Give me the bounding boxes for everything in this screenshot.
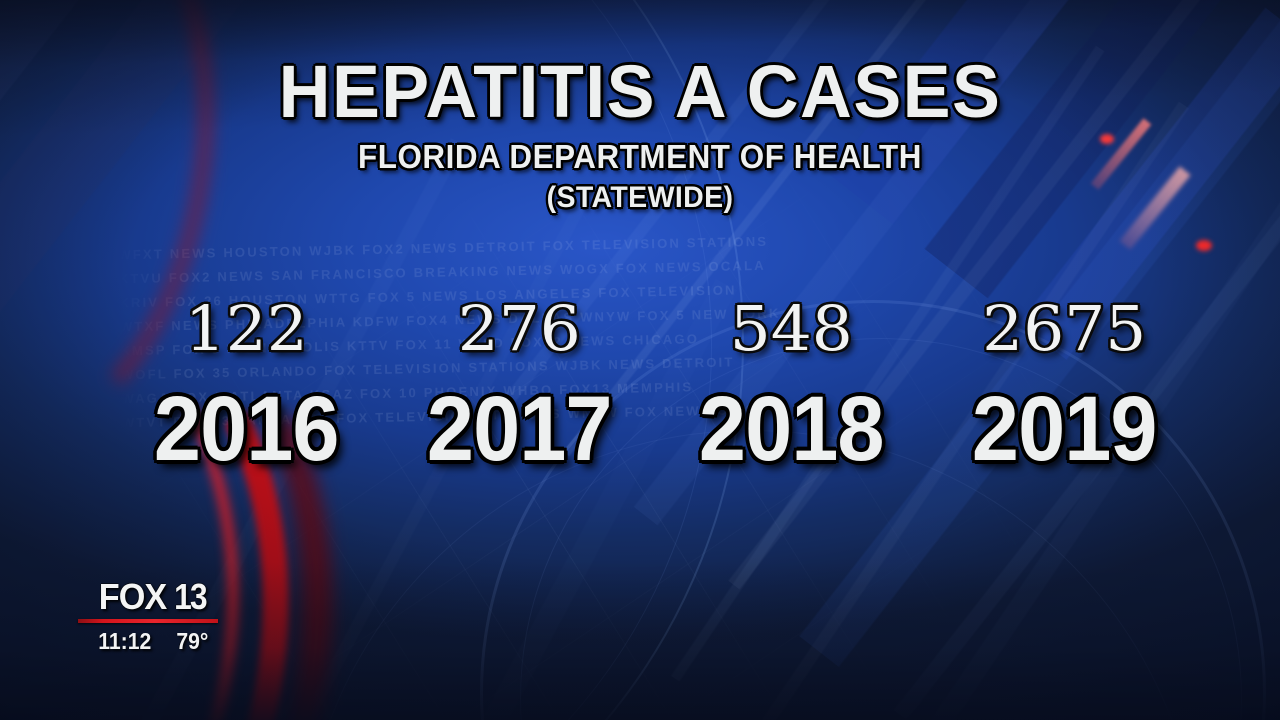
station-bug-meta: 11:12 79° <box>78 629 228 654</box>
network-name: FOX <box>99 576 167 617</box>
year-label: 2017 <box>426 378 612 480</box>
data-column: 548 2018 <box>655 296 928 480</box>
case-count: 122 <box>184 292 308 365</box>
data-column: 122 2016 <box>110 296 383 480</box>
headline: HEPATITIS A CASES <box>278 50 1002 133</box>
temperature-readout: 79° <box>176 628 209 654</box>
data-columns: 122 2016 276 2017 548 2018 2675 2019 <box>110 296 1201 480</box>
case-count: 548 <box>729 292 853 365</box>
scope-line: (STATEWIDE) <box>546 181 734 214</box>
station-bug: FOX 13 11:12 79° <box>78 578 228 654</box>
data-column: 276 2017 <box>383 296 656 480</box>
year-label: 2019 <box>971 378 1157 480</box>
channel-number: 13 <box>174 576 208 617</box>
year-label: 2016 <box>153 378 340 480</box>
case-count: 276 <box>457 292 581 365</box>
logo-underline-bar <box>78 619 218 623</box>
case-count: 2675 <box>981 292 1146 365</box>
source-line: FLORIDA DEPARTMENT OF HEALTH <box>358 138 922 175</box>
year-label: 2018 <box>698 378 885 480</box>
data-column: 2675 2019 <box>928 296 1201 480</box>
station-logo: FOX 13 <box>78 578 228 616</box>
clock-time: 11:12 <box>98 628 152 654</box>
title-block: HEPATITIS A CASES FLORIDA DEPARTMENT OF … <box>0 52 1280 216</box>
